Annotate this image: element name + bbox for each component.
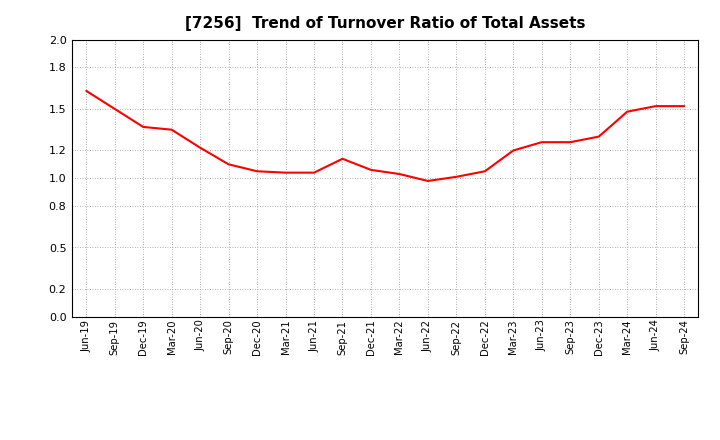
Title: [7256]  Trend of Turnover Ratio of Total Assets: [7256] Trend of Turnover Ratio of Total … [185, 16, 585, 32]
